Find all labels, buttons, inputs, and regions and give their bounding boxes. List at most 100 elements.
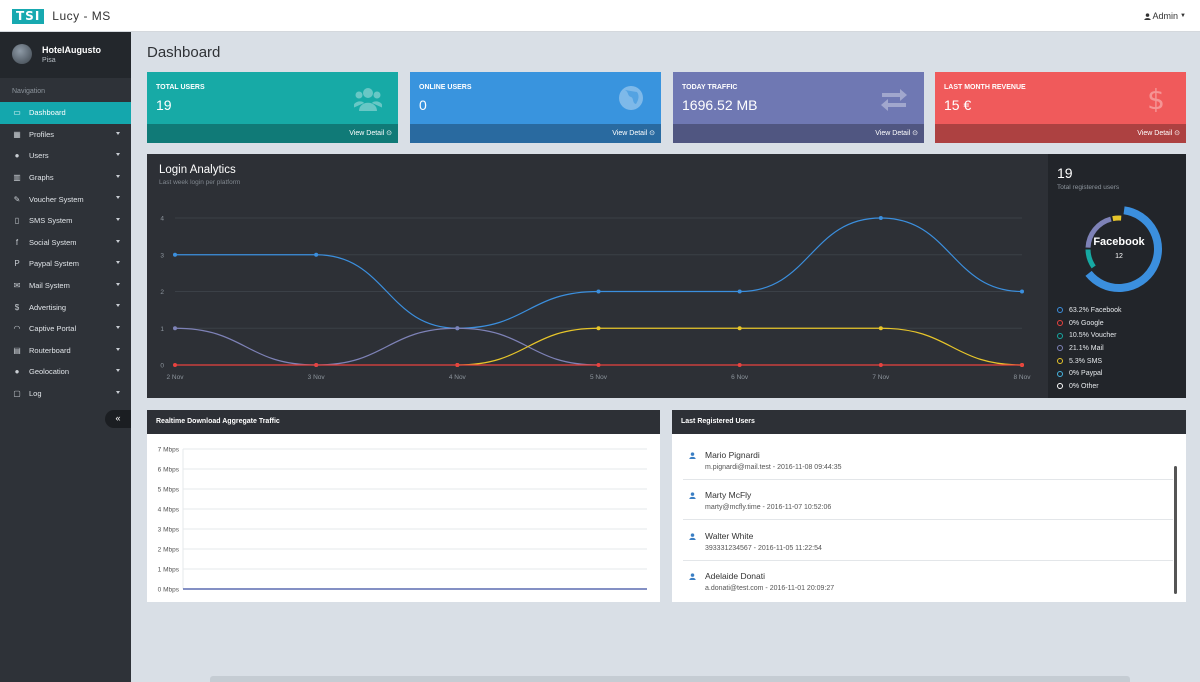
view-detail-link[interactable]: View Detail ⊙: [147, 124, 398, 143]
data-point[interactable]: [737, 326, 742, 331]
data-point[interactable]: [173, 252, 177, 257]
series-line: [174, 327, 599, 366]
y-tick-label: 6 Mbps: [158, 467, 180, 474]
legend-label: 0% Google: [1069, 319, 1104, 327]
legend-item[interactable]: 0% Google: [1057, 317, 1122, 330]
legend-dot-icon: [1057, 358, 1063, 365]
nav-item-label: Mail System: [29, 281, 70, 291]
data-point[interactable]: [455, 326, 460, 331]
users-panel-title: Last Registered Users: [672, 410, 1186, 434]
data-point[interactable]: [596, 289, 601, 294]
data-point[interactable]: [878, 326, 883, 331]
stat-label: ONLINE USERS: [419, 84, 472, 91]
y-tick-label: 2: [160, 289, 164, 296]
nav-item-paypal-system[interactable]: P Paypal System: [0, 253, 131, 275]
donut-center-value: 12: [1115, 253, 1123, 260]
view-detail-link[interactable]: View Detail ⊙: [935, 124, 1186, 143]
user-list-item[interactable]: Adelaide Donati a.donati@test.com - 2016-…: [683, 561, 1173, 601]
bar-chart-icon: ▥: [13, 173, 21, 183]
nav-item-mail-system[interactable]: ✉ Mail System: [0, 275, 131, 297]
data-point[interactable]: [878, 216, 883, 220]
nav-item-voucher-system[interactable]: ✎ Voucher System: [0, 188, 131, 210]
nav-item-routerboard[interactable]: ▤ Routerboard: [0, 340, 131, 362]
legend-item[interactable]: 63.2% Facebook: [1057, 304, 1122, 317]
nav-item-log[interactable]: ▢ Log: [0, 383, 131, 405]
platform-legend: 63.2% Facebook 0% Google 10.5% Voucher 21.1…: [1057, 304, 1122, 393]
chevron-down-icon: [116, 131, 120, 135]
chevron-down-icon: [116, 390, 120, 394]
brand-logo[interactable]: TSI Lucy - MS: [12, 8, 111, 24]
sidebar-profile[interactable]: HotelAugusto Pisa: [0, 32, 131, 78]
data-point[interactable]: [596, 363, 601, 367]
paypal-icon: P: [14, 259, 20, 269]
nav-item-users[interactable]: ● Users: [0, 145, 131, 167]
nav-item-profiles[interactable]: ▦ Profiles: [0, 124, 131, 146]
user-menu[interactable]: Admin ▼: [1143, 11, 1186, 21]
legend-item[interactable]: 5.3% SMS: [1057, 355, 1122, 368]
nav-item-geolocation[interactable]: ● Geolocation: [0, 361, 131, 383]
chevron-down-icon: [116, 347, 120, 351]
chevron-down-icon: [116, 325, 120, 329]
stat-card-total-users: TOTAL USERS 19 View Detail ⊙: [147, 72, 398, 143]
nav-item-dashboard[interactable]: ▭ Dashboard: [0, 102, 131, 124]
user-icon: [1143, 12, 1151, 20]
traffic-panel-title: Realtime Download Aggregate Traffic: [147, 410, 660, 434]
data-point[interactable]: [596, 326, 601, 331]
donut-svg: [1085, 206, 1162, 292]
nav-item-label: Log: [29, 389, 42, 399]
data-point[interactable]: [314, 252, 319, 257]
view-detail-link[interactable]: View Detail ⊙: [410, 124, 661, 143]
legend-item[interactable]: 10.5% Voucher: [1057, 329, 1122, 342]
users-icon: [354, 88, 382, 111]
donut-slice[interactable]: [1085, 216, 1112, 248]
data-point[interactable]: [455, 363, 460, 367]
data-point[interactable]: [314, 363, 319, 367]
nav-item-label: Graphs: [29, 173, 54, 183]
view-detail-label: View Detail ⊙: [875, 130, 918, 137]
legend-item[interactable]: 21.1% Mail: [1057, 342, 1122, 355]
legend-dot-icon: [1057, 307, 1063, 314]
user-name: Marty McFly: [705, 490, 752, 501]
donut-slice[interactable]: [1085, 249, 1096, 269]
view-detail-link[interactable]: View Detail ⊙: [673, 124, 924, 143]
data-point[interactable]: [173, 363, 177, 367]
user-list-item[interactable]: Walter White 393331234567 - 2016-11-05 11…: [683, 521, 1173, 561]
view-detail-label: View Detail ⊙: [612, 130, 655, 137]
donut-slice[interactable]: [1112, 215, 1122, 222]
chevron-down-icon: [116, 153, 120, 157]
file-icon: ▢: [13, 389, 21, 399]
user-menu-label: Admin: [1152, 11, 1179, 21]
y-tick-label: 4 Mbps: [158, 507, 180, 514]
nav-item-label: Captive Portal: [29, 324, 77, 334]
user-list-item[interactable]: Mario Pignardi m.pignardi@mail.test - 201…: [683, 440, 1173, 480]
chevron-down-icon: [116, 304, 120, 308]
data-point[interactable]: [737, 289, 742, 294]
chevron-down-icon: [116, 196, 120, 200]
user-list-scrollbar[interactable]: [1174, 466, 1177, 594]
collapse-sidebar-button[interactable]: «: [105, 410, 131, 428]
data-point[interactable]: [1020, 363, 1024, 367]
data-point[interactable]: [173, 326, 177, 331]
platform-donut-chart[interactable]: Facebook 12: [1074, 204, 1164, 294]
profile-name: HotelAugusto: [42, 45, 101, 55]
data-point[interactable]: [1020, 289, 1024, 294]
y-tick-label: 7 Mbps: [158, 447, 180, 454]
data-point[interactable]: [878, 363, 883, 367]
nav-item-sms-system[interactable]: ▯ SMS System: [0, 210, 131, 232]
mobile-icon: ▯: [14, 216, 20, 226]
user-list-item[interactable]: Marty McFly marty@mcfly.time - 2016-11-07…: [683, 480, 1173, 521]
last-registered-users-panel: Last Registered Users Mario Pignardi m.pi…: [672, 410, 1186, 602]
nav-item-social-system[interactable]: f Social System: [0, 232, 131, 254]
legend-item[interactable]: 0% Paypal: [1057, 367, 1122, 380]
legend-dot-icon: [1057, 345, 1063, 352]
nav-item-captive-portal[interactable]: ◠ Captive Portal: [0, 318, 131, 340]
donut-slice[interactable]: [1085, 206, 1162, 292]
globe-icon: [619, 86, 643, 110]
nav-item-graphs[interactable]: ▥ Graphs: [0, 167, 131, 189]
chevron-down-icon: [116, 217, 120, 221]
nav-item-advertising[interactable]: $ Advertising: [0, 296, 131, 318]
legend-item[interactable]: 0% Other: [1057, 380, 1122, 393]
data-point[interactable]: [737, 363, 742, 367]
user-contact-date: 393331234567 - 2016-11-05 11:22:54: [705, 544, 822, 552]
